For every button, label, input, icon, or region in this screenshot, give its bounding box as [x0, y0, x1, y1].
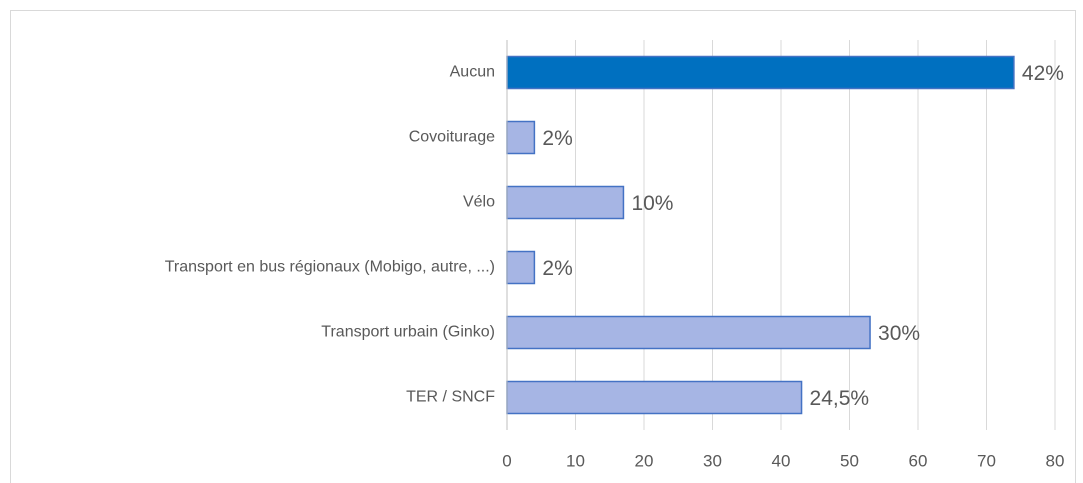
chart-frame	[10, 10, 1076, 483]
x-tick-label: 50	[840, 451, 859, 470]
bar	[506, 315, 871, 350]
y-tick-label: Transport en bus régionaux (Mobigo, autr…	[165, 259, 495, 276]
data-label: 30%	[878, 322, 920, 345]
x-tick-label: 80	[1046, 451, 1065, 470]
bar	[506, 120, 536, 155]
data-label: 42%	[1022, 62, 1064, 85]
y-tick-label: Aucun	[450, 64, 495, 81]
bar	[506, 380, 803, 415]
x-tick-label: 0	[502, 451, 511, 470]
y-tick-label: TER / SNCF	[406, 389, 495, 406]
data-label: 10%	[631, 192, 673, 215]
x-tick-label: 20	[635, 451, 654, 470]
bar	[506, 250, 536, 285]
x-tick-label: 40	[772, 451, 791, 470]
x-tick-label: 30	[703, 451, 722, 470]
bar	[506, 55, 1015, 90]
x-tick-label: 60	[909, 451, 928, 470]
y-tick-label: Covoiturage	[409, 129, 495, 146]
x-tick-label: 10	[566, 451, 585, 470]
y-tick-label: Vélo	[463, 194, 495, 211]
bar	[506, 185, 625, 220]
data-label: 24,5%	[810, 387, 870, 410]
data-label: 2%	[542, 127, 572, 150]
x-tick-label: 70	[977, 451, 996, 470]
data-label: 2%	[542, 257, 572, 280]
y-tick-label: Transport urbain (Ginko)	[321, 324, 495, 341]
